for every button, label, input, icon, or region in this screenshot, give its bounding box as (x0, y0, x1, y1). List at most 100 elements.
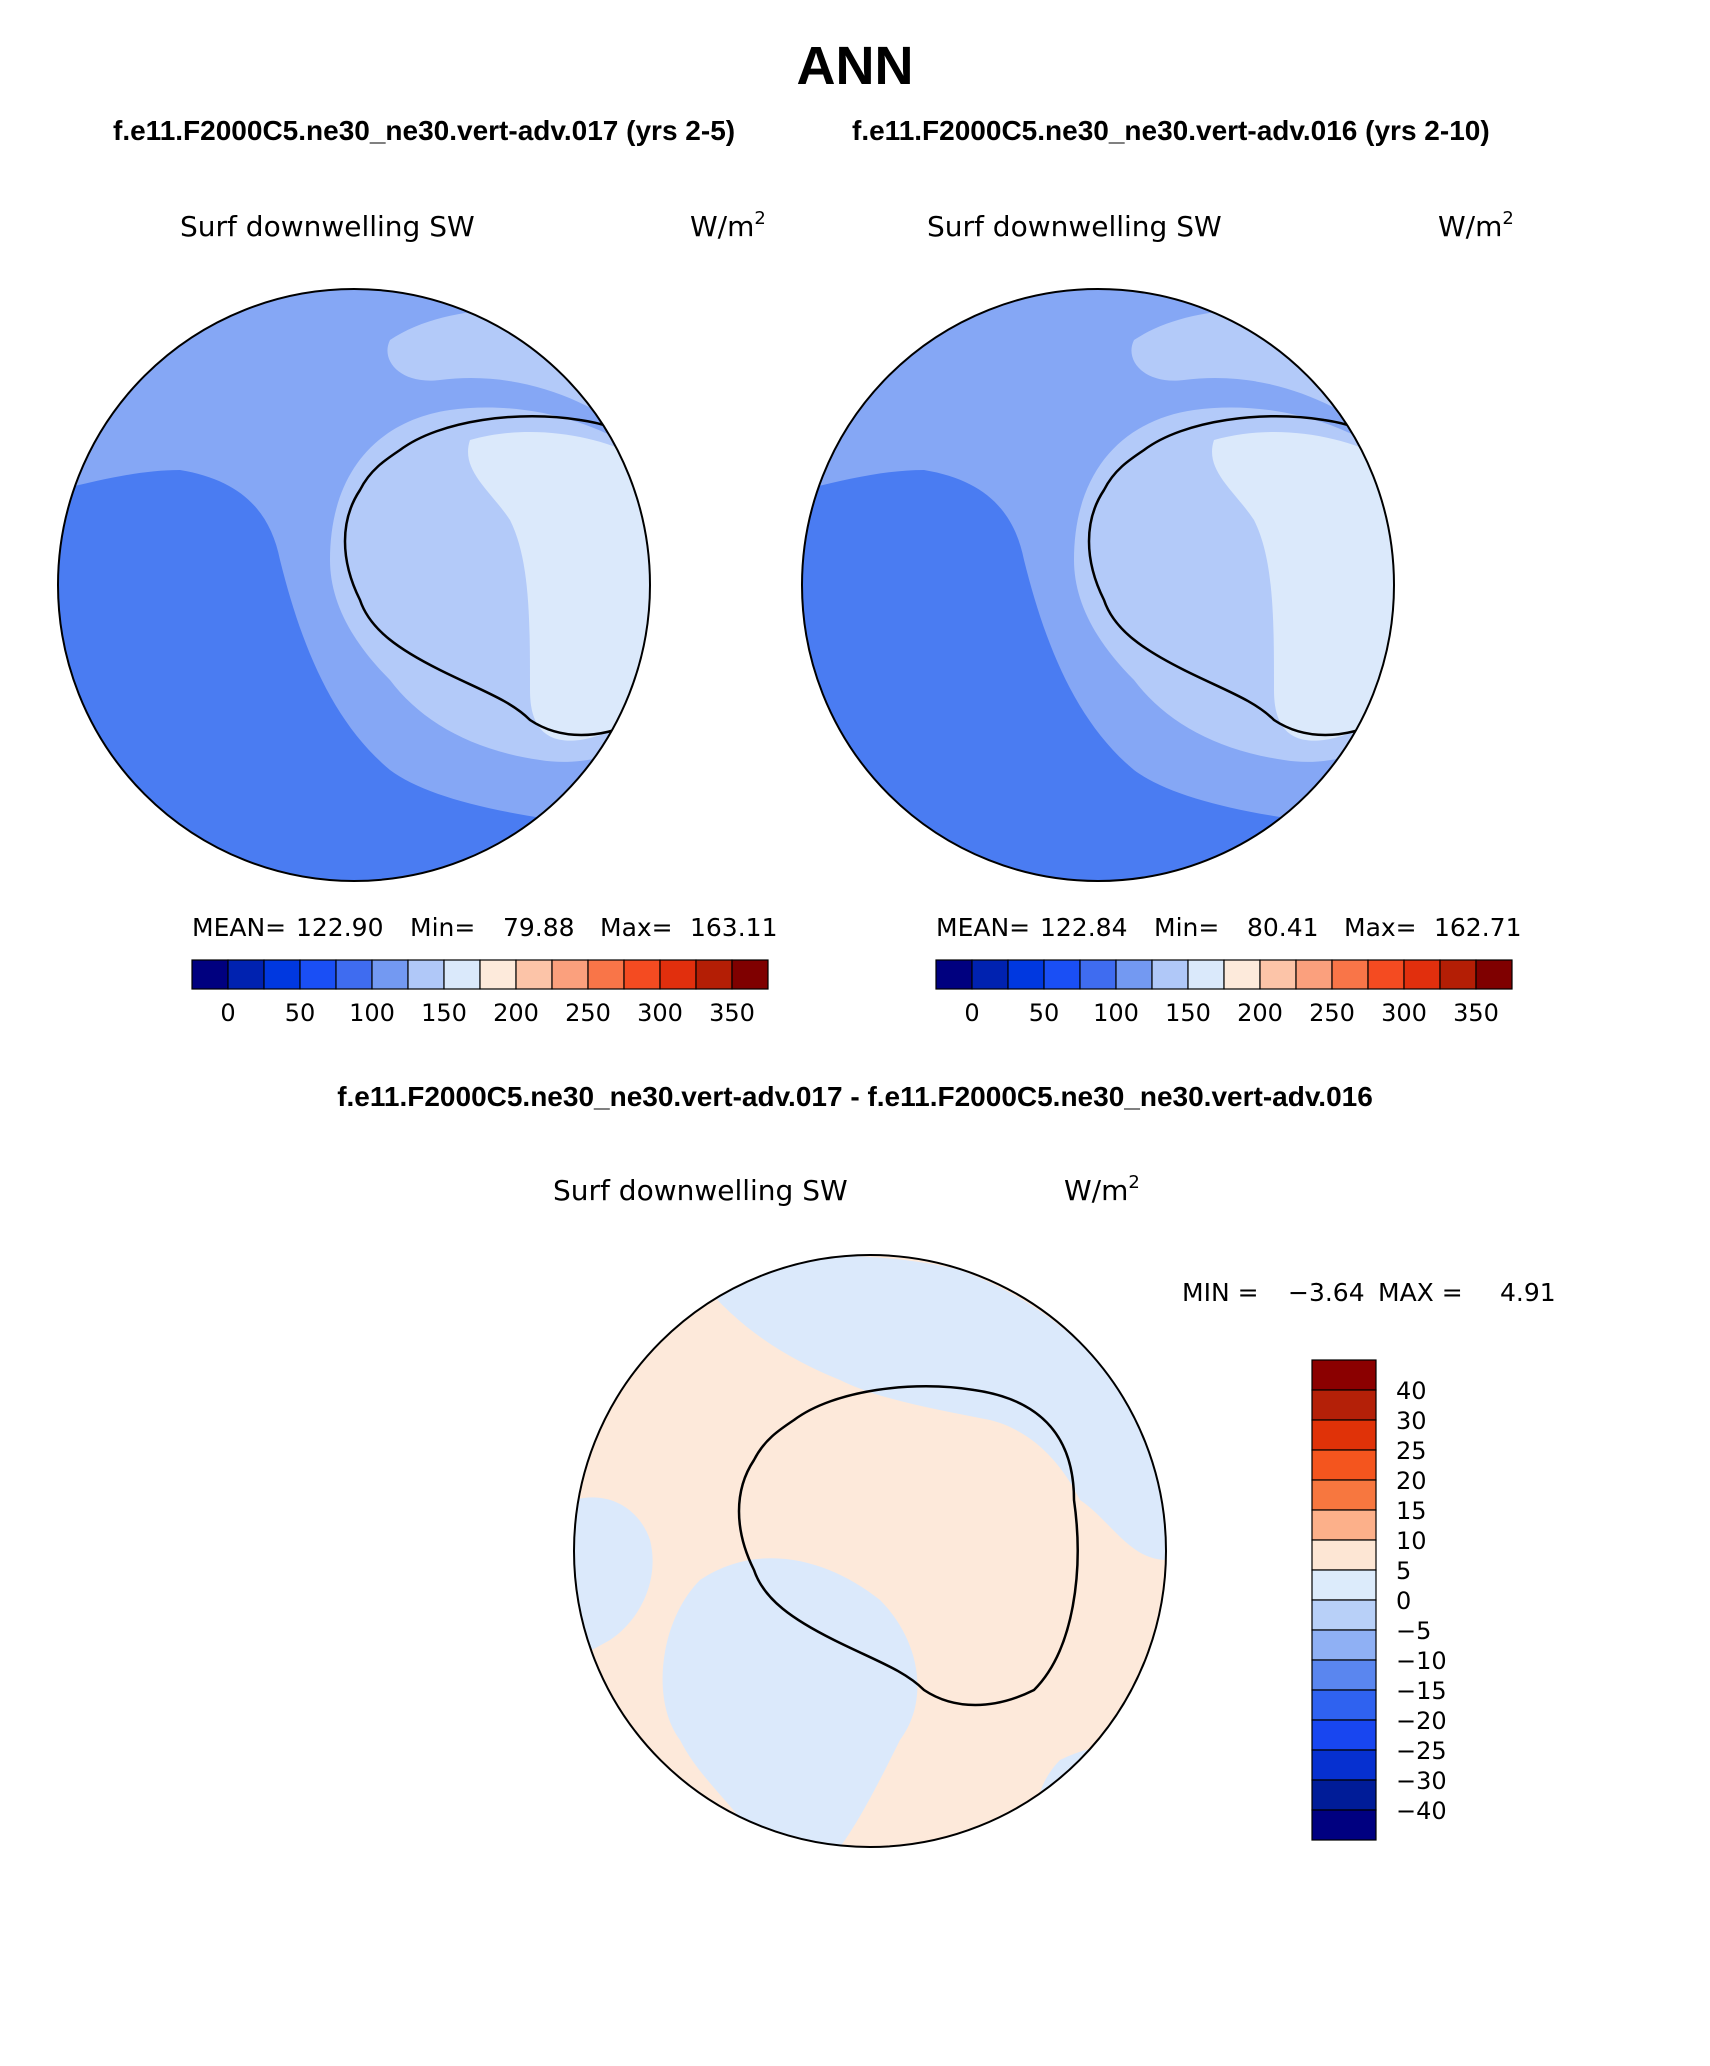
diff-colorbar-tick-label: −40 (1396, 1797, 1447, 1825)
left-colorbar (191, 959, 769, 990)
right-colorbar-swatch (1259, 959, 1297, 990)
map-panel-difference: Surf downwelling SW W/m2 MIN = −3.64 MAX… (553, 1172, 1556, 1848)
left-colorbar-swatch (299, 959, 337, 990)
right-colorbar-swatch (1475, 959, 1513, 990)
diff-colorbar-tick-label: 5 (1396, 1557, 1411, 1585)
left-colorbar-swatch (479, 959, 517, 990)
diff-max-label: MAX = (1378, 1278, 1463, 1307)
right-map-field (802, 289, 1394, 881)
diff-colorbar-swatch (1311, 1779, 1377, 1811)
diff-colorbar-tick-label: 15 (1396, 1497, 1427, 1525)
right-colorbar-tick-label: 200 (1237, 999, 1283, 1027)
left-colorbar-tick-label: 150 (421, 999, 467, 1027)
diff-colorbar (1311, 1359, 1377, 1841)
diff-map-boundary (573, 1254, 1167, 1848)
right-mean-value: 122.84 (1040, 913, 1127, 942)
diff-colorbar-swatch (1311, 1569, 1377, 1601)
left-map-field (58, 289, 650, 881)
left-colorbar-tick-label: 250 (565, 999, 611, 1027)
diff-colorbar-tick-label: −10 (1396, 1647, 1447, 1675)
diff-colorbar-swatch (1311, 1449, 1377, 1481)
right-colorbar-ticks: 0 50 100 150 200 250 300 350 (964, 999, 1499, 1027)
right-colorbar-tick-label: 50 (1029, 999, 1060, 1027)
right-mean-label: MEAN= (936, 913, 1030, 942)
right-units-label: W/m2 (1438, 208, 1514, 243)
left-mean-label: MEAN= (192, 913, 286, 942)
left-colorbar-swatch (371, 959, 409, 990)
right-colorbar-swatch (1115, 959, 1153, 990)
left-colorbar-swatch (335, 959, 373, 990)
right-max-value: 162.71 (1434, 913, 1521, 942)
diff-colorbar-swatch (1311, 1599, 1377, 1631)
diff-colorbar-tick-label: −20 (1396, 1707, 1447, 1735)
diff-colorbar-tick-label: 20 (1396, 1467, 1427, 1495)
left-colorbar-tick-label: 0 (220, 999, 235, 1027)
right-colorbar-swatch (1079, 959, 1117, 990)
diff-max-value: 4.91 (1500, 1278, 1556, 1307)
right-stats: MEAN= 122.84 Min= 80.41 Max= 162.71 (936, 913, 1521, 942)
diff-colorbar-swatch (1311, 1809, 1377, 1841)
right-variable-label: Surf downwelling SW (927, 210, 1222, 243)
left-colorbar-swatch (731, 959, 769, 990)
diff-colorbar-swatch (1311, 1659, 1377, 1691)
left-colorbar-tick-label: 350 (709, 999, 755, 1027)
right-map-boundary (801, 288, 1395, 882)
right-colorbar-swatch (1007, 959, 1045, 990)
diff-colorbar-swatch (1311, 1419, 1377, 1451)
left-colorbar-tick-label: 300 (637, 999, 683, 1027)
left-case-title: f.e11.F2000C5.ne30_ne30.vert-adv.017 (yr… (113, 115, 735, 146)
right-colorbar-swatch (1295, 959, 1333, 990)
diff-colorbar-swatch (1311, 1749, 1377, 1781)
left-colorbar-swatch (443, 959, 481, 990)
left-colorbar-swatch (623, 959, 661, 990)
right-colorbar-swatch (1331, 959, 1369, 990)
right-colorbar-tick-label: 300 (1381, 999, 1427, 1027)
left-colorbar-ticks: 0 50 100 150 200 250 300 350 (220, 999, 755, 1027)
left-colorbar-swatch (407, 959, 445, 990)
left-units-label: W/m2 (690, 208, 766, 243)
diff-colorbar-swatch (1311, 1359, 1377, 1391)
diff-colorbar-swatch (1311, 1389, 1377, 1421)
left-colorbar-tick-label: 100 (349, 999, 395, 1027)
diff-colorbar-tick-label: −5 (1396, 1617, 1431, 1645)
main-title: ANN (797, 36, 914, 96)
right-colorbar-swatch (1043, 959, 1081, 990)
left-colorbar-swatch (191, 959, 229, 990)
diff-map-field (574, 1255, 1166, 1847)
diff-colorbar-tick-label: 40 (1396, 1377, 1427, 1405)
right-colorbar-tick-label: 150 (1165, 999, 1211, 1027)
diff-min-value: −3.64 (1288, 1278, 1365, 1307)
right-min-label: Min= (1154, 913, 1219, 942)
right-colorbar-swatch (1151, 959, 1189, 990)
map-panel-left: Surf downwelling SW W/m2 MEAN= 122.90 Mi… (57, 208, 777, 1027)
left-colorbar-swatch (695, 959, 733, 990)
right-colorbar-tick-label: 0 (964, 999, 979, 1027)
diff-colorbar-tick-label: 25 (1396, 1437, 1427, 1465)
right-colorbar-swatch (935, 959, 973, 990)
difference-title: f.e11.F2000C5.ne30_ne30.vert-adv.017 - f… (337, 1081, 1373, 1112)
diff-colorbar-swatch (1311, 1479, 1377, 1511)
right-colorbar-swatch (1403, 959, 1441, 990)
diff-colorbar-tick-label: −30 (1396, 1767, 1447, 1795)
left-max-label: Max= (600, 913, 673, 942)
left-colorbar-swatch (659, 959, 697, 990)
left-stats: MEAN= 122.90 Min= 79.88 Max= 163.11 (192, 913, 777, 942)
left-variable-label: Surf downwelling SW (180, 210, 475, 243)
left-colorbar-tick-label: 50 (285, 999, 316, 1027)
left-colorbar-swatch (587, 959, 625, 990)
left-map-boundary (57, 288, 651, 882)
left-colorbar-swatch (515, 959, 553, 990)
right-colorbar-tick-label: 100 (1093, 999, 1139, 1027)
right-colorbar-swatch (971, 959, 1009, 990)
diff-colorbar-tick-label: 30 (1396, 1407, 1427, 1435)
left-min-label: Min= (410, 913, 475, 942)
left-mean-value: 122.90 (296, 913, 383, 942)
right-colorbar-swatch (1223, 959, 1261, 990)
right-min-value: 80.41 (1247, 913, 1319, 942)
diff-colorbar-swatch (1311, 1719, 1377, 1751)
right-colorbar-swatch (1187, 959, 1225, 990)
diff-colorbar-swatch (1311, 1689, 1377, 1721)
left-colorbar-tick-label: 200 (493, 999, 539, 1027)
